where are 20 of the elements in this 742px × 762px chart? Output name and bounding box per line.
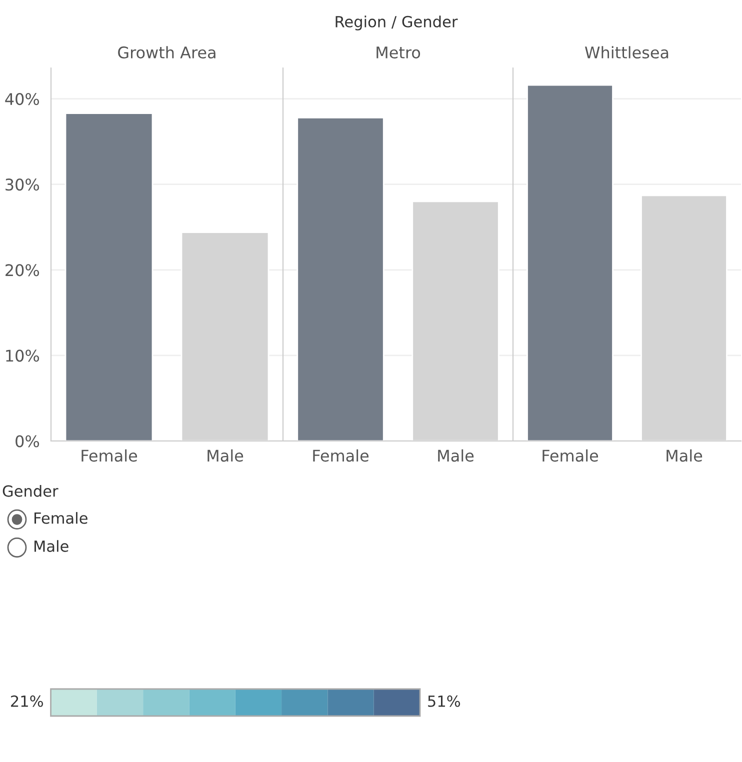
x-tick-label: Female <box>82 449 138 462</box>
x-tick-label: Male <box>208 449 244 462</box>
chart-title: Growth Area <box>118 46 216 59</box>
x-tick-label: Female <box>313 449 369 462</box>
chart-title: Whittlesea <box>584 46 668 59</box>
y-tick-label: 30% <box>6 178 40 191</box>
x-tick-label: Male <box>666 449 702 462</box>
text: Region / Gender <box>336 16 458 30</box>
x-tick-label: Female <box>542 449 598 462</box>
text: Male <box>34 540 68 552</box>
text: Female <box>34 512 88 524</box>
y-tick-label: 0% <box>16 435 40 448</box>
x-tick-label: Male <box>438 449 474 462</box>
text: 51% <box>428 695 460 707</box>
y-tick-label: 20% <box>6 264 40 276</box>
y-tick-label: 40% <box>5 93 40 106</box>
text: Gender <box>2 485 58 497</box>
y-tick-label: 10% <box>6 350 40 362</box>
chart-title: Metro <box>376 46 420 59</box>
text: 21% <box>11 695 44 707</box>
